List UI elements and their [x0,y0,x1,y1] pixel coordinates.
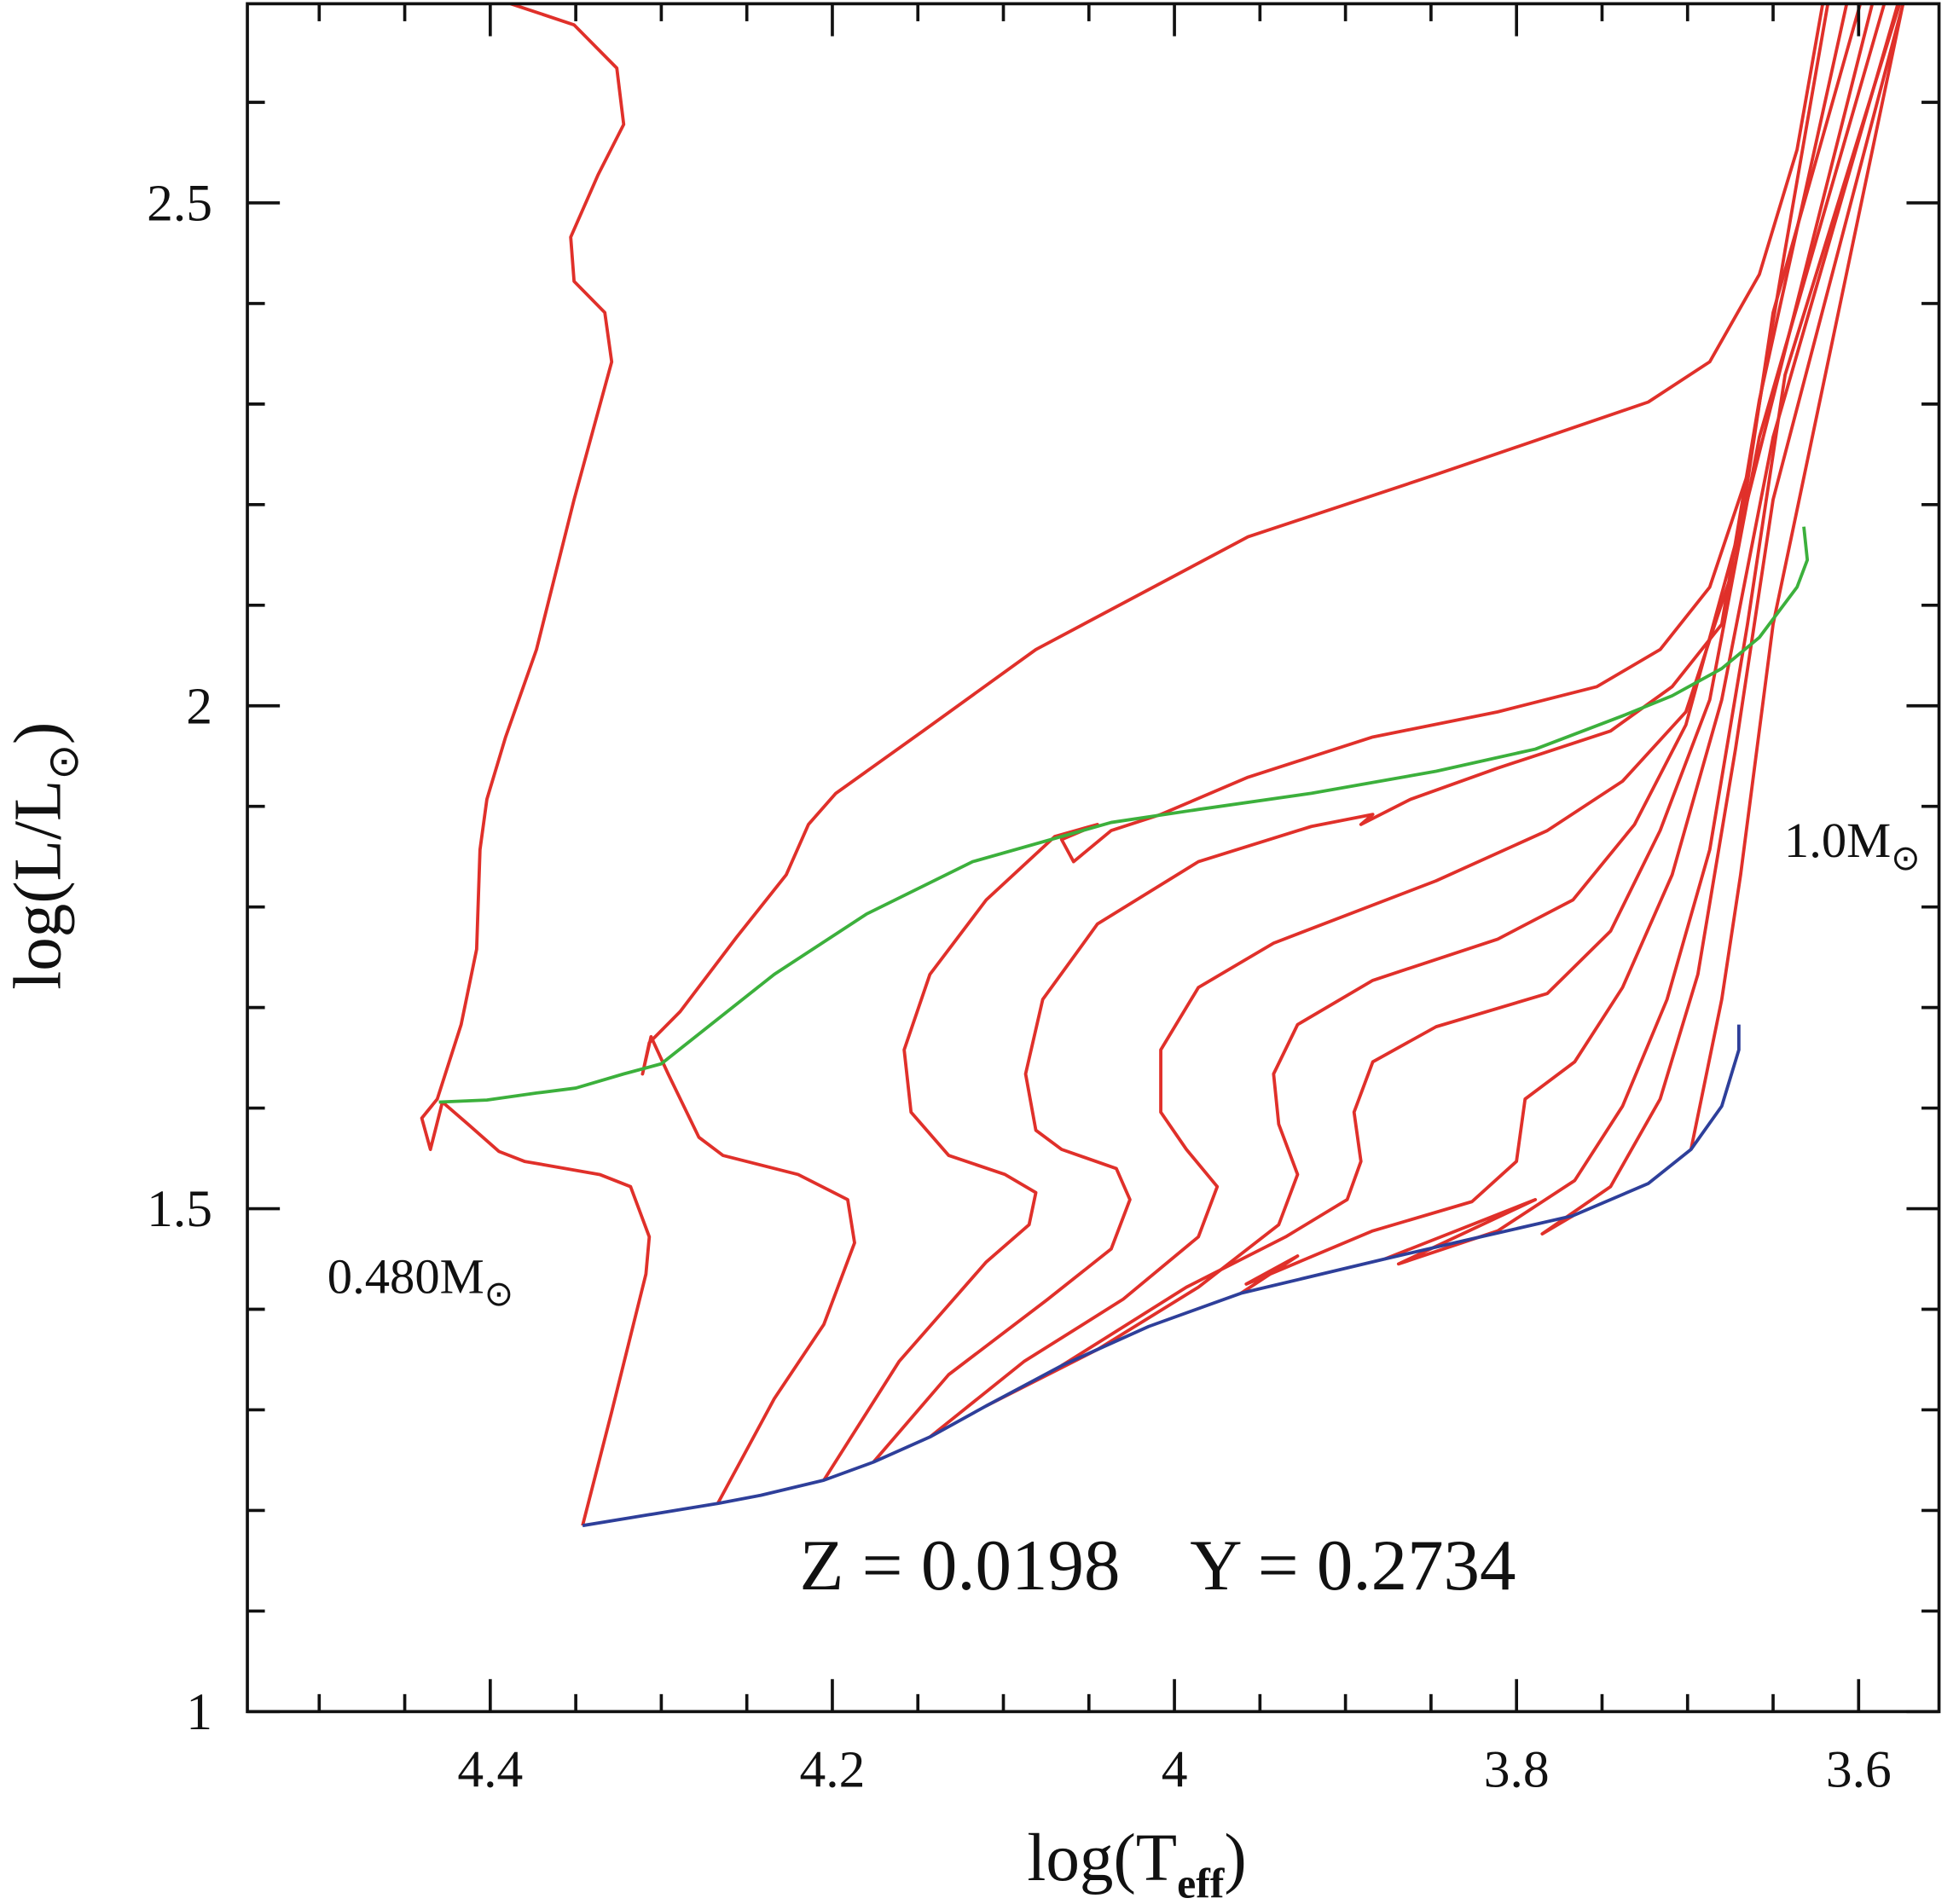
y-label-part: log(L/L [1,780,75,990]
annotation: 1.0M⊙ [1784,813,1921,877]
x-axis-label: log(Teff) [1027,1821,1246,1904]
annotation-part: Z = 0.0198 Y = 0.2734 [800,1525,1516,1606]
x-label-part: ) [1224,1821,1246,1895]
y-label-part: ) [1,722,75,744]
track-line [640,3,1825,1505]
annotation-sub: ⊙ [1891,838,1920,877]
annotation: Z = 0.0198 Y = 0.2734 [800,1525,1516,1606]
track-line [420,2,652,1526]
y-tick-label: 1 [186,1683,212,1741]
track-line [1689,3,1905,1150]
y-tick-label: 2.5 [147,174,212,232]
x-label-part: log(T [1027,1821,1177,1895]
track-line [1240,3,1900,1295]
y-label-sub: ⊙ [40,744,87,780]
annotation: 0.480M⊙ [327,1249,513,1314]
track-line [872,3,1849,1463]
y-axis-label: log(L/L⊙) [1,722,87,990]
track-line [985,3,1875,1408]
annotation-part: 1.0M [1784,813,1891,868]
annotation-part: 0.480M [327,1249,484,1305]
track-line [582,1024,1741,1528]
track-line [438,526,1810,1104]
y-tick-label: 2 [186,677,212,735]
x-tick-label: 3.6 [1826,1740,1892,1798]
track-line [1384,3,1902,1266]
track-line [1540,3,1905,1236]
x-label-sub: eff [1177,1861,1226,1904]
annotation-sub: ⊙ [484,1274,513,1313]
x-tick-label: 3.8 [1484,1740,1550,1798]
x-tick-label: 4 [1162,1740,1188,1798]
track-line [929,3,1863,1438]
plot-frame [246,2,1941,1714]
x-tick-label: 4.4 [457,1740,523,1798]
y-tick-label: 1.5 [147,1180,212,1238]
track-line [1060,3,1887,1368]
x-tick-label: 4.2 [800,1740,866,1798]
